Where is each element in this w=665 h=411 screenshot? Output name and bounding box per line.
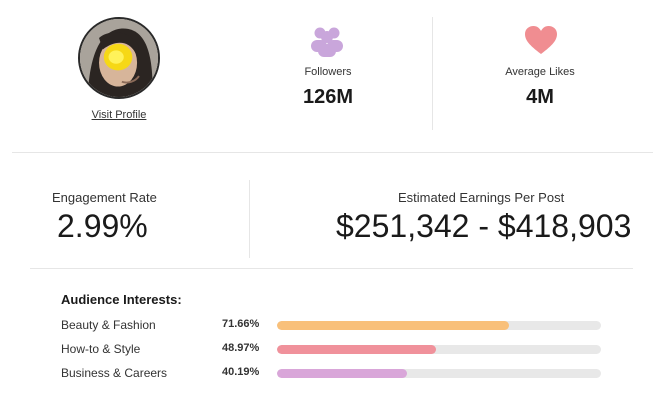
divider (432, 17, 433, 130)
interest-row: Business & Careers 40.19% (0, 366, 665, 386)
divider (249, 180, 250, 258)
average-likes-label: Average Likes (505, 66, 575, 78)
interest-bar-track (277, 369, 601, 378)
average-likes-value: 4M (526, 86, 554, 108)
interest-bar-fill (277, 345, 436, 354)
divider (12, 152, 653, 153)
earnings-value: $251,342 - $418,903 (336, 208, 632, 244)
interest-bar-fill (277, 369, 408, 378)
interest-row: Beauty & Fashion 71.66% (0, 318, 665, 338)
interest-name: Beauty & Fashion (61, 318, 156, 332)
interest-bar-track (277, 345, 601, 354)
audience-interests-title: Audience Interests: (61, 292, 182, 307)
interest-percent: 48.97% (222, 342, 260, 354)
interest-bar-fill (277, 321, 510, 330)
interest-percent: 71.66% (222, 318, 260, 330)
interest-name: How-to & Style (61, 342, 141, 356)
profile-photo (80, 19, 158, 97)
users-icon (307, 23, 347, 57)
interest-bar-track (277, 321, 601, 330)
interest-percent: 40.19% (222, 366, 260, 378)
earnings-label: Estimated Earnings Per Post (398, 190, 565, 205)
engagement-rate-label: Engagement Rate (52, 190, 157, 205)
heart-icon (521, 23, 561, 57)
interest-name: Business & Careers (61, 366, 168, 380)
followers-value: 126M (302, 86, 354, 108)
visit-profile-link[interactable]: Visit Profile (91, 109, 147, 121)
avatar[interactable] (78, 17, 160, 99)
interest-row: How-to & Style 48.97% (0, 342, 665, 362)
followers-label: Followers (304, 66, 352, 78)
divider (30, 268, 633, 269)
engagement-rate-value: 2.99% (57, 208, 148, 244)
